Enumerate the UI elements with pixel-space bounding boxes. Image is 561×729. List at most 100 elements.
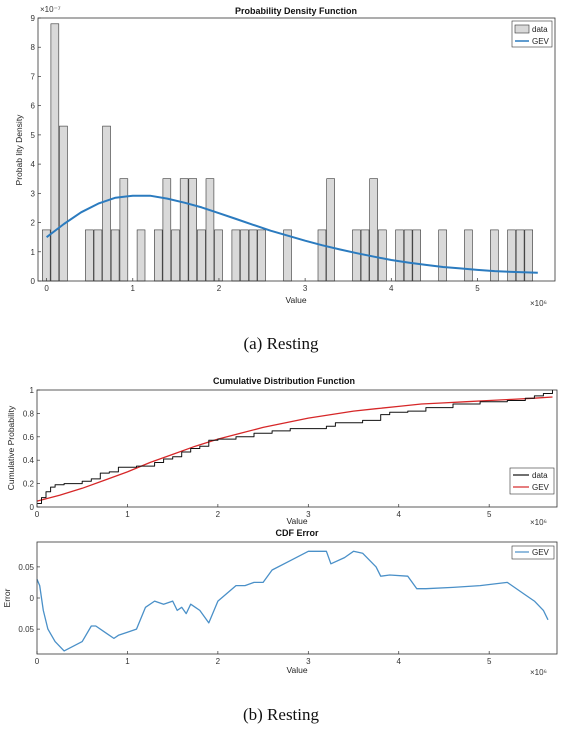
cdf-legend: data GEV <box>509 467 555 495</box>
error-gev-line <box>36 550 549 652</box>
pdf-bar <box>93 229 103 282</box>
pdf-bar <box>179 178 189 282</box>
p3-x-tick-label: 0 <box>35 657 40 666</box>
cdf-x-exponent: ×10⁶ <box>530 518 547 527</box>
pdf-chart: Probability Density Function ×10⁻⁷ 0 1 2 3 4… <box>14 5 556 308</box>
cdf-legend-gev-label: GEV <box>532 483 550 492</box>
pdf-axes-frame <box>37 17 556 282</box>
pdf-bar <box>41 229 51 282</box>
pdf-bar <box>412 229 421 282</box>
error-lines <box>36 550 549 652</box>
pdf-bars <box>41 23 533 282</box>
cdf-y-label: Cumulative Probability <box>6 405 16 490</box>
p3-y-tick-label: 0 <box>30 594 35 603</box>
pdf-bar <box>283 229 292 282</box>
pdf-legend: data GEV <box>511 20 553 48</box>
error-y-ticks: 0.05 0 0.05 <box>18 563 40 634</box>
p2-x-tick-label: 3 <box>306 510 311 519</box>
pdf-bar <box>352 229 361 282</box>
p1-y-tick-label: 2 <box>31 219 36 228</box>
pdf-bar <box>395 229 404 282</box>
pdf-gev-curve <box>45 194 538 274</box>
p3-x-tick-label: 4 <box>397 657 402 666</box>
pdf-bar <box>197 229 206 282</box>
pdf-bar <box>438 229 447 282</box>
cdf-axes-frame <box>36 389 558 508</box>
cdf-legend-data-label: data <box>532 471 548 480</box>
pdf-bar <box>490 229 499 282</box>
p3-x-tick-label: 2 <box>216 657 221 666</box>
p3-x-tick-label: 5 <box>487 657 492 666</box>
pdf-bar <box>403 229 413 282</box>
p3-y-tick-label: 0.05 <box>18 563 34 572</box>
pdf-bar <box>162 178 172 282</box>
p1-x-tick-label: 3 <box>303 284 308 293</box>
p1-y-tick-label: 8 <box>31 43 36 52</box>
pdf-bar <box>59 125 68 282</box>
p2-y-tick-label: 1 <box>30 386 35 395</box>
p2-y-tick-label: 0 <box>30 503 35 512</box>
cdf-title: Cumulative Distribution Function <box>213 376 355 386</box>
p1-y-tick-label: 4 <box>31 160 36 169</box>
pdf-title: Probability Density Function <box>235 6 357 16</box>
cdf-legend-box <box>509 467 555 495</box>
p1-y-tick-label: 0 <box>31 277 36 286</box>
pdf-bar <box>102 125 111 282</box>
pdf-bar <box>369 178 378 282</box>
pdf-bar <box>110 229 120 282</box>
pdf-bar <box>231 229 241 282</box>
pdf-bar <box>50 23 60 282</box>
error-legend-gev-label: GEV <box>532 548 550 557</box>
pdf-bar <box>119 178 129 282</box>
pdf-bar <box>240 229 249 282</box>
pdf-y-label: Probab lity Density <box>14 114 24 186</box>
pdf-bar <box>205 178 215 282</box>
p1-x-tick-label: 5 <box>475 284 480 293</box>
error-x-ticks: 0 1 2 3 4 5 <box>35 651 492 666</box>
pdf-bar <box>136 229 146 282</box>
error-x-label: Value <box>286 665 307 675</box>
cdf-lines <box>36 390 553 504</box>
p2-y-tick-label: 0.4 <box>23 456 35 465</box>
cdf-y-ticks: 0 0.2 0.4 0.6 0.8 1 <box>23 386 40 512</box>
p2-x-tick-label: 0 <box>35 510 40 519</box>
p1-y-tick-label: 9 <box>31 14 36 23</box>
error-legend: GEV <box>511 545 555 560</box>
p2-x-tick-label: 5 <box>487 510 492 519</box>
error-x-exponent: ×10⁶ <box>530 668 547 677</box>
p3-y-tick-label: 0.05 <box>18 625 34 634</box>
pdf-bar <box>464 229 473 282</box>
p3-x-tick-label: 3 <box>306 657 311 666</box>
pdf-legend-data-label: data <box>532 25 548 34</box>
pdf-y-exponent: ×10⁻⁷ <box>40 5 61 14</box>
pdf-x-ticks: 0 1 2 3 4 5 <box>44 278 480 293</box>
pdf-bar <box>214 229 223 282</box>
p1-x-tick-label: 0 <box>44 284 49 293</box>
cdf-data-line <box>37 390 553 504</box>
caption-b: (b) Resting <box>243 705 320 724</box>
pdf-legend-data-swatch <box>514 24 530 34</box>
p2-y-tick-label: 0.8 <box>23 409 35 418</box>
cdf-x-label: Value <box>286 516 307 526</box>
error-y-label: Error <box>2 588 12 607</box>
cdf-x-ticks: 0 1 2 3 4 5 <box>35 504 492 519</box>
pdf-bar <box>248 229 258 282</box>
pdf-y-ticks: 0 1 2 3 4 5 6 7 8 9 <box>31 14 41 286</box>
pdf-bar <box>257 229 266 282</box>
pdf-gev-curve-group <box>45 194 538 274</box>
error-title: CDF Error <box>275 528 319 538</box>
pdf-bar <box>85 229 94 282</box>
p2-x-tick-label: 2 <box>216 510 221 519</box>
pdf-bar <box>515 229 525 282</box>
p2-y-tick-label: 0.6 <box>23 433 35 442</box>
p1-y-tick-label: 1 <box>31 248 36 257</box>
pdf-x-exponent: ×10⁶ <box>530 299 547 308</box>
pdf-legend-gev-label: GEV <box>532 37 550 46</box>
p1-y-tick-label: 6 <box>31 102 36 111</box>
pdf-bar <box>154 229 163 282</box>
p2-y-tick-label: 0.2 <box>23 480 35 489</box>
p1-y-tick-label: 7 <box>31 72 36 81</box>
p1-x-tick-label: 4 <box>389 284 394 293</box>
